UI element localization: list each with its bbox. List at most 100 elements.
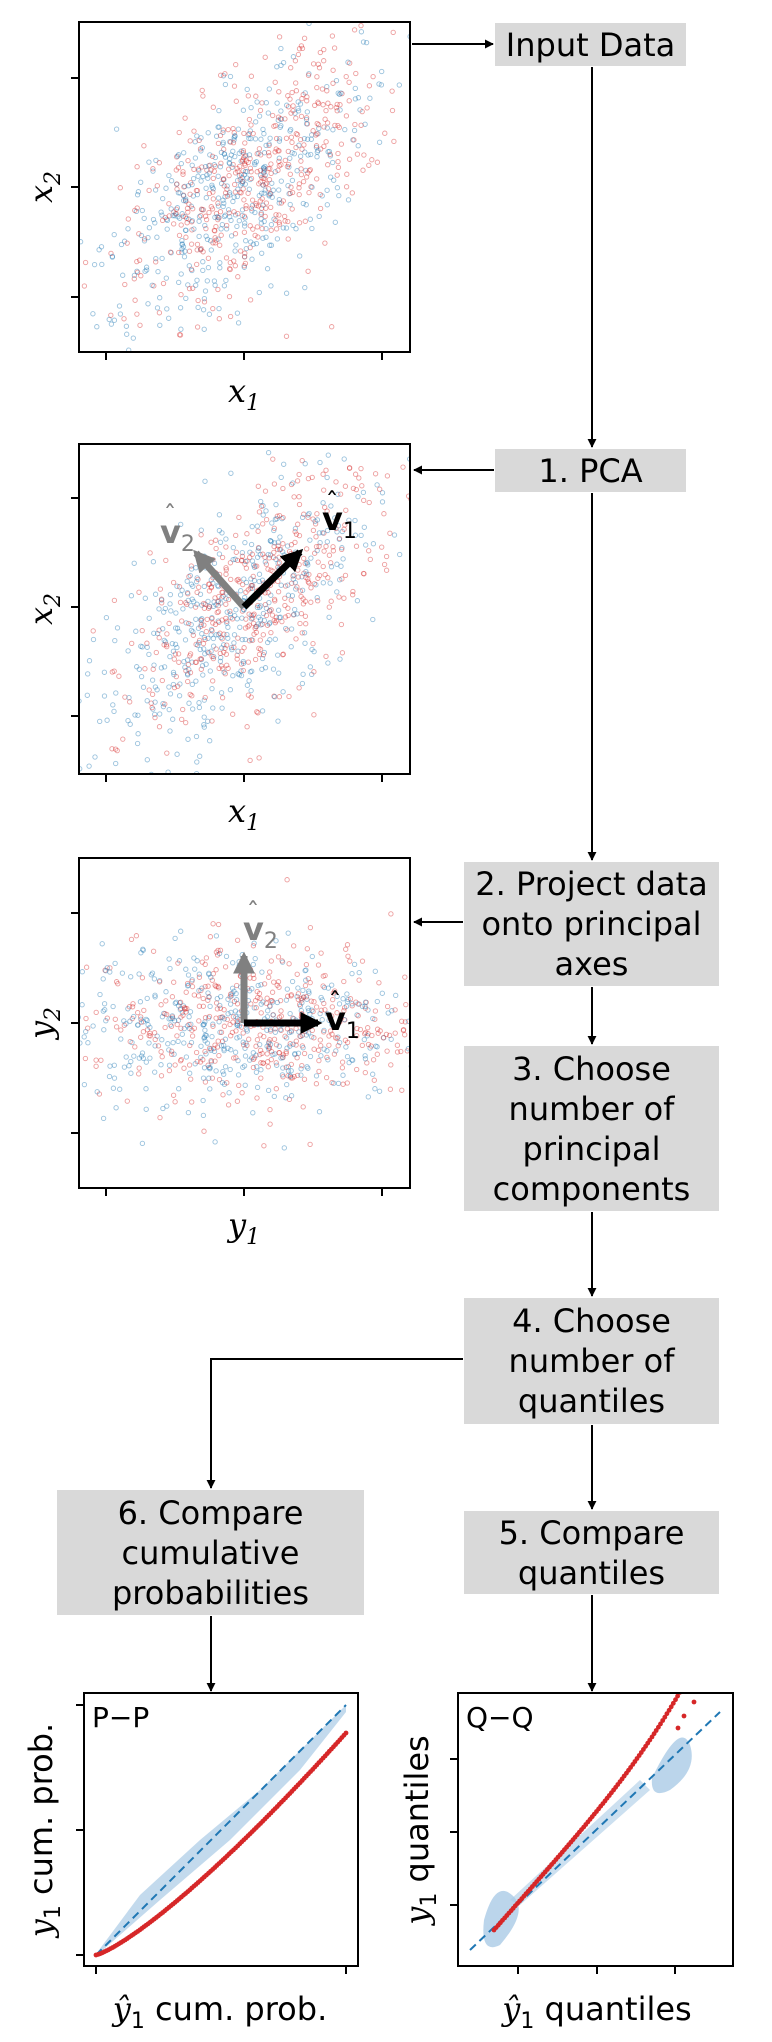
scatter-point xyxy=(211,162,217,168)
scatter-point xyxy=(250,1050,256,1056)
scatter-point xyxy=(112,1016,118,1022)
scatter-point xyxy=(242,539,248,546)
scatter-point xyxy=(256,651,263,658)
scatter-point xyxy=(220,127,226,133)
scatter-point xyxy=(147,1024,153,1031)
scatter-point xyxy=(174,751,180,757)
scatter-point xyxy=(219,695,226,701)
scatter-point xyxy=(288,110,294,116)
scatter-point xyxy=(162,214,168,221)
scatter-point xyxy=(209,653,215,660)
scatter-point xyxy=(216,619,222,625)
scatter-point xyxy=(164,631,170,637)
scatter-point xyxy=(285,93,291,99)
scatter-point xyxy=(337,577,343,583)
scatter-point xyxy=(268,227,274,233)
scatter-point xyxy=(219,589,225,595)
scatter-point xyxy=(234,1018,241,1025)
scatter-point xyxy=(433,1020,437,1024)
scatter-point xyxy=(256,146,263,152)
scatter-point xyxy=(302,967,308,974)
scatter-point xyxy=(261,1033,267,1040)
scatter-point xyxy=(247,549,253,555)
step-compare-quantiles: 5. Compare quantiles xyxy=(464,1511,719,1594)
scatter-point xyxy=(285,612,291,619)
scatter-point xyxy=(134,192,141,198)
scatter-point xyxy=(212,214,218,221)
scatter-point xyxy=(246,116,253,123)
scatter-point xyxy=(222,1064,229,1070)
scatter-point xyxy=(236,1034,243,1040)
scatter-point xyxy=(206,163,212,169)
scatter-point xyxy=(138,1019,145,1025)
scatter-point xyxy=(200,640,207,647)
scatter-point xyxy=(111,1062,117,1068)
scatter-point xyxy=(298,610,305,617)
scatter-point xyxy=(247,165,254,171)
scatter-point xyxy=(332,122,338,129)
scatter-point xyxy=(355,1013,361,1019)
scatter-point xyxy=(268,242,275,248)
scatter-point xyxy=(253,629,259,636)
scatter-point xyxy=(211,653,217,660)
scatter-point xyxy=(130,1001,136,1007)
scatter-point xyxy=(220,129,226,136)
scatter-point xyxy=(356,14,360,18)
scatter-point xyxy=(290,576,296,582)
scatter-point xyxy=(316,125,322,132)
scatter-point xyxy=(222,194,228,200)
scatter-point xyxy=(294,611,300,617)
qq-point xyxy=(666,1707,672,1713)
scatter-point xyxy=(263,200,270,206)
scatter-point xyxy=(315,131,321,137)
scatter-point xyxy=(135,1022,141,1028)
scatter-point xyxy=(150,166,156,172)
scatter-point xyxy=(276,1050,282,1056)
scatter-point xyxy=(154,630,161,637)
scatter-point xyxy=(243,152,249,159)
scatter-point xyxy=(223,953,230,960)
scatter-point xyxy=(182,248,188,254)
scatter-point xyxy=(214,609,220,616)
scatter-point xyxy=(159,677,165,684)
scatter-point xyxy=(276,512,283,519)
scatter-point xyxy=(256,545,262,551)
scatter-point xyxy=(263,508,269,514)
scatter-point xyxy=(206,190,213,197)
scatter-point xyxy=(246,611,252,617)
scatter-point xyxy=(197,656,203,662)
scatter-point xyxy=(138,273,144,279)
scatter-point xyxy=(176,129,182,136)
scatter-point xyxy=(214,1044,221,1050)
scatter-point xyxy=(269,194,275,200)
scatter-point xyxy=(210,175,216,182)
qq-points xyxy=(491,1693,697,1933)
scatter-point xyxy=(129,640,135,647)
scatter-point xyxy=(139,627,145,634)
scatter-point xyxy=(234,937,241,943)
scatter-point xyxy=(200,1003,206,1009)
scatter-point xyxy=(230,148,236,154)
scatter-point xyxy=(292,58,299,64)
scatter-point xyxy=(227,266,233,273)
scatter-point xyxy=(167,249,174,255)
scatter-point xyxy=(208,167,214,173)
pp-points xyxy=(93,1730,349,1958)
scatter-point xyxy=(302,640,308,646)
scatter-point xyxy=(376,139,383,145)
scatter-point xyxy=(193,616,199,622)
scatter-point xyxy=(369,157,375,163)
scatter-point xyxy=(230,198,236,205)
scatter-point xyxy=(216,107,222,114)
scatter-point xyxy=(213,646,219,652)
scatter-point xyxy=(276,196,282,203)
scatter-point xyxy=(234,982,240,989)
scatter-point xyxy=(262,559,268,565)
scatter-point xyxy=(236,1082,242,1089)
scatter-point xyxy=(134,258,140,265)
scatter-point xyxy=(299,1062,305,1069)
scatter-point xyxy=(188,621,194,628)
scatter-point xyxy=(240,658,246,665)
scatter-point xyxy=(261,131,267,137)
